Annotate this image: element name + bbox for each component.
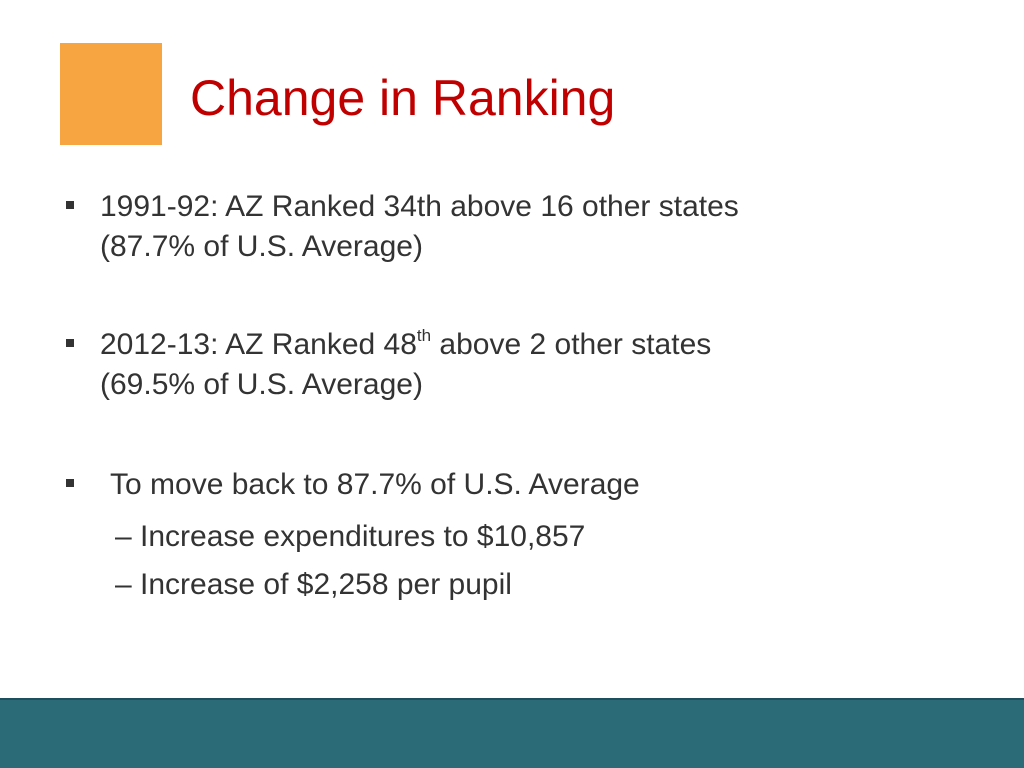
bullet-line-suffix: above 2 other states bbox=[431, 328, 712, 361]
ordinal-suffix: th bbox=[416, 326, 432, 345]
bullet-line: 1991-92: AZ Ranked 34th above 16 other s… bbox=[100, 190, 739, 223]
square-bullet-icon bbox=[66, 339, 74, 347]
square-bullet-icon bbox=[66, 479, 74, 487]
slide-title: Change in Ranking bbox=[190, 70, 616, 126]
accent-square bbox=[60, 43, 162, 145]
bullet-text: To move back to 87.7% of U.S. Average bbox=[110, 468, 640, 501]
bullet-line: (69.5% of U.S. Average) bbox=[100, 368, 423, 401]
sub-bullet-list: – Increase expenditures to $10,857 – Inc… bbox=[115, 513, 585, 609]
bullet-line-prefix: 2012-13: AZ Ranked 48 bbox=[100, 328, 417, 361]
bullet-line: 2012-13: AZ Ranked 48th above 2 other st… bbox=[100, 325, 711, 365]
bullet-text: 2012-13: AZ Ranked 48th above 2 other st… bbox=[100, 325, 711, 405]
footer-bar bbox=[0, 698, 1024, 768]
sub-bullet-item: – Increase expenditures to $10,857 bbox=[115, 520, 586, 553]
sub-bullet-item: – Increase of $2,258 per pupil bbox=[115, 568, 512, 601]
square-bullet-icon bbox=[66, 201, 74, 209]
bullet-line: (87.7% of U.S. Average) bbox=[100, 230, 423, 263]
bullet-text: 1991-92: AZ Ranked 34th above 16 other s… bbox=[100, 187, 739, 267]
